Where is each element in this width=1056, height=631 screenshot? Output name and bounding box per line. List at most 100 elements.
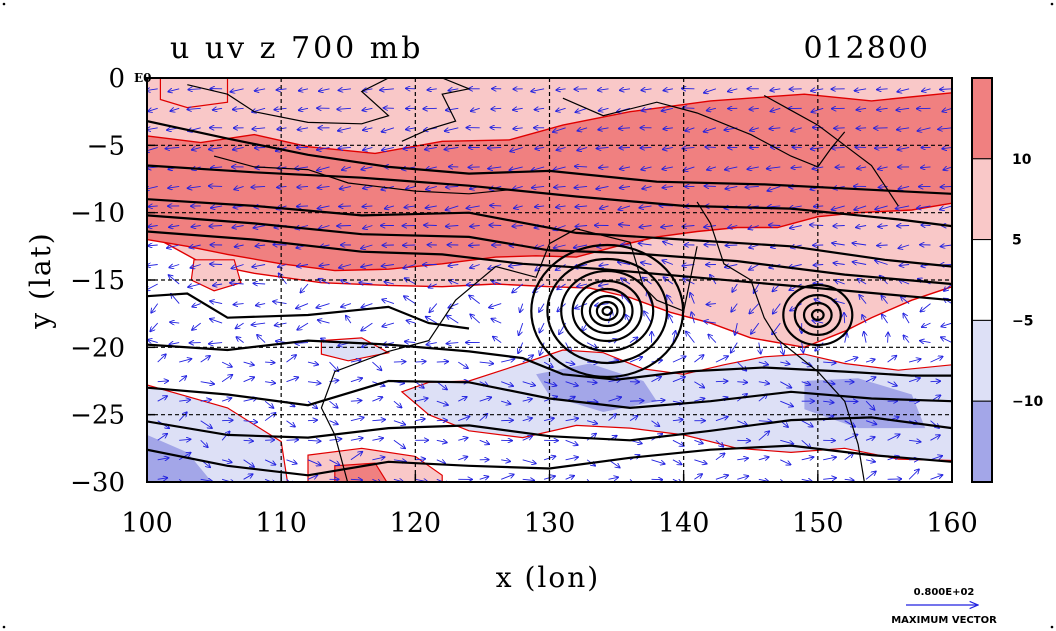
wind-vector: [169, 275, 180, 285]
wind-vector: [930, 435, 940, 441]
wind-vector: [749, 245, 759, 248]
wind-vector: [908, 359, 921, 362]
wind-vector: [922, 322, 931, 327]
wind-vector: [522, 479, 535, 480]
wind-vector: [307, 475, 317, 480]
wind-vector: [682, 226, 695, 227]
wind-vector: [844, 453, 853, 461]
wind-vector: [243, 440, 253, 441]
wind-vector: [512, 283, 523, 293]
wind-vector: [930, 357, 943, 363]
wind-vector: [683, 108, 695, 109]
wind-vector: [286, 377, 299, 383]
wind-vector: [694, 398, 704, 401]
colorbar-swatch: [971, 319, 993, 402]
wind-vector: [565, 362, 575, 364]
wind-vector: [758, 431, 769, 441]
wind-vector: [565, 476, 574, 480]
wind-vector: [694, 459, 706, 464]
wind-vector: [449, 280, 459, 285]
height-contour: [147, 230, 952, 302]
wind-vector: [875, 260, 888, 265]
wind-vector: [557, 283, 566, 289]
wind-vector: [865, 421, 876, 425]
wind-vector: [427, 89, 437, 90]
wind-vector: [467, 206, 480, 208]
wind-vector: [514, 206, 523, 208]
wind-vector: [447, 343, 459, 344]
wind-vector: [243, 474, 253, 480]
wind-vector: [329, 400, 338, 408]
wind-vector: [672, 459, 682, 465]
wind-vector: [898, 245, 910, 248]
wind-vector: [200, 382, 214, 384]
colorbar-swatch: [971, 400, 993, 483]
wind-vector: [942, 147, 952, 148]
wind-vector: [190, 265, 201, 268]
wind-vector: [600, 206, 609, 209]
wind-vector: [298, 128, 309, 130]
colorbar-label: −5: [1012, 313, 1033, 329]
wind-vector: [758, 421, 772, 422]
wind-vector: [941, 323, 952, 326]
wind-vector: [479, 397, 492, 402]
wind-vector: [278, 265, 287, 268]
wind-vector: [361, 244, 373, 249]
wind-vector: [773, 303, 781, 314]
wind-vector: [148, 245, 158, 246]
wind-vector: [232, 226, 244, 228]
wind-vector: [938, 128, 952, 130]
wind-vector: [166, 147, 180, 148]
wind-vector: [640, 226, 652, 228]
wind-vector: [319, 265, 330, 266]
wind-vector: [575, 226, 588, 227]
wind-vector: [921, 167, 931, 168]
wind-vector: [618, 205, 631, 210]
wind-vector: [780, 362, 789, 364]
wind-vector: [639, 206, 652, 208]
wind-vector: [707, 108, 717, 110]
shade-strong-negative-sw: [147, 434, 212, 482]
x-tick-label: 100: [121, 508, 173, 539]
wind-vector: [393, 400, 402, 407]
wind-vector: [576, 107, 588, 112]
wind-vector: [834, 128, 845, 129]
wind-vector: [878, 226, 888, 227]
wind-vector: [599, 167, 609, 168]
wind-vector: [663, 147, 673, 149]
wind-vector: [362, 303, 373, 308]
wind-vector: [859, 295, 867, 304]
wind-vector: [509, 166, 523, 170]
wind-vector: [168, 89, 180, 92]
wind-vector: [222, 420, 233, 421]
wind-vector: [425, 147, 437, 149]
wind-vector: [187, 108, 201, 109]
wind-vector: [339, 265, 352, 268]
wind-vector: [643, 278, 652, 285]
wind-vector: [415, 361, 426, 362]
wind-vector: [943, 167, 952, 170]
wind-vector: [316, 303, 330, 308]
wind-vector: [299, 108, 309, 110]
wind-vector: [663, 242, 674, 245]
wind-vector: [735, 323, 738, 335]
wind-vector: [210, 319, 223, 324]
wind-vector: [492, 281, 502, 284]
wind-vector: [832, 205, 845, 210]
wind-vector: [621, 278, 631, 285]
wind-vector: [900, 265, 910, 266]
wind-vector: [340, 186, 351, 189]
wind-vector: [554, 186, 566, 187]
wind-vector: [252, 323, 266, 325]
wind-vector: [350, 418, 364, 421]
low-center-contour: [546, 257, 669, 365]
wind-vector: [875, 205, 888, 210]
vector-legend: 0.800E+02 MAXIMUM VECTOR: [891, 587, 997, 626]
wind-vector: [192, 304, 201, 307]
wind-vector: [574, 186, 588, 187]
wind-vector: [213, 284, 223, 286]
wind-vector: [896, 206, 910, 209]
wind-vector: [350, 401, 362, 402]
wind-vector: [346, 316, 352, 324]
wind-vector: [823, 478, 836, 479]
